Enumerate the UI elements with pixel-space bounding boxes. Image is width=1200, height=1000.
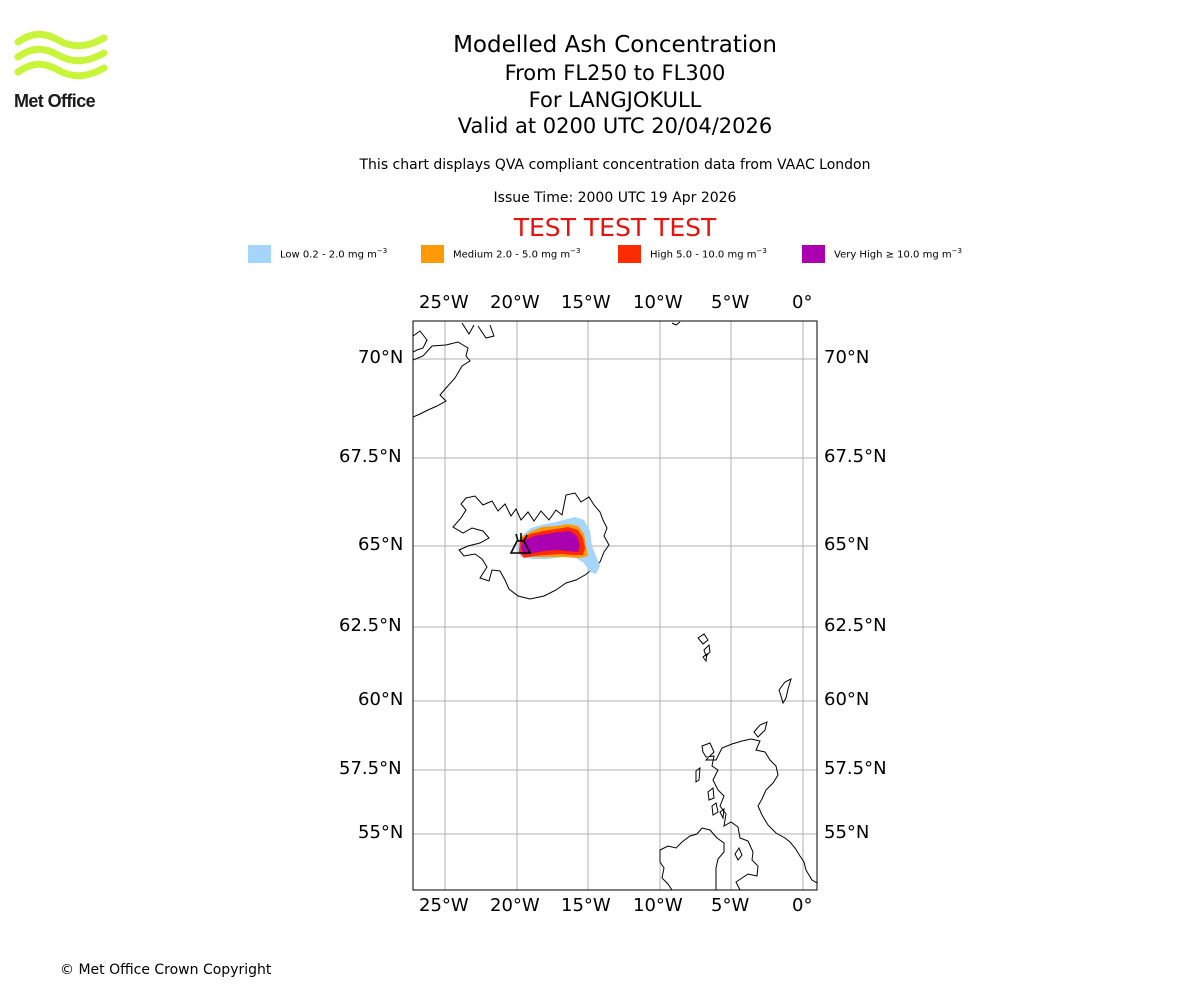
lon-label-bottom: 5°W: [711, 895, 750, 916]
lat-label-right: 67.5°N: [824, 446, 887, 467]
isle-of-man-coastline: [734, 846, 743, 861]
legend-item-low: Low 0.2 - 2.0 mg m−3: [248, 244, 387, 264]
orkney-coastline: [753, 721, 768, 738]
lon-label-top: 0°: [792, 292, 813, 313]
legend-label: High 5.0 - 10.0 mg m−3: [650, 247, 767, 261]
lon-label-bottom: 10°W: [633, 895, 683, 916]
lat-label-left: 60°N: [358, 689, 404, 710]
flight-levels: From FL250 to FL300: [504, 61, 726, 85]
lat-label-left: 67.5°N: [339, 446, 402, 467]
ireland-coastline: [659, 827, 725, 890]
lat-label-right: 57.5°N: [824, 758, 887, 779]
lon-label-top: 15°W: [561, 292, 611, 313]
lon-label-top: 25°W: [419, 292, 469, 313]
legend-swatch: [802, 245, 825, 263]
lat-label-left: 70°N: [358, 347, 404, 368]
map-frame: [412, 320, 818, 891]
logo-text: Met Office: [14, 91, 96, 111]
legend-label: Low 0.2 - 2.0 mg m−3: [280, 247, 388, 261]
legend-item-medium: Medium 2.0 - 5.0 mg m−3: [421, 244, 580, 264]
lon-label-top: 20°W: [490, 292, 540, 313]
lat-label-right: 65°N: [824, 534, 870, 555]
legend-swatch: [421, 245, 444, 263]
lon-label-bottom: 20°W: [490, 895, 540, 916]
lon-label-top: 10°W: [633, 292, 683, 313]
lat-label-left: 65°N: [358, 534, 404, 555]
lon-label-bottom: 25°W: [419, 895, 469, 916]
britain-coastline: [701, 738, 817, 890]
logo-waves-icon: [14, 30, 108, 80]
graticule: [413, 321, 817, 890]
lon-label-bottom: 0°: [792, 895, 813, 916]
valid-time: Valid at 0200 UTC 20/04/2026: [457, 114, 773, 138]
legend-swatch: [618, 245, 641, 263]
lat-label-right: 55°N: [824, 822, 870, 843]
legend-item-high: High 5.0 - 10.0 mg m−3: [618, 244, 767, 264]
legend-label: Very High ≥ 10.0 mg m−3: [834, 247, 962, 261]
test-banner: TEST TEST TEST: [513, 213, 717, 242]
met-office-logo: [14, 30, 108, 80]
legend-label: Medium 2.0 - 5.0 mg m−3: [453, 247, 581, 261]
compliance-note: This chart displays QVA compliant concen…: [359, 157, 871, 173]
lat-label-left: 57.5°N: [339, 758, 402, 779]
shetland-coastline: [778, 678, 792, 705]
legend-swatch: [248, 245, 271, 263]
ash-very-high-region: [521, 531, 580, 555]
greenland-coastline: [413, 321, 681, 418]
chart-title: Modelled Ash Concentration: [453, 32, 777, 58]
legend: Low 0.2 - 2.0 mg m−3 Medium 2.0 - 5.0 mg…: [0, 244, 1200, 264]
lat-label-right: 70°N: [824, 347, 870, 368]
lat-label-right: 62.5°N: [824, 615, 887, 636]
iceland-coastline: [452, 492, 610, 600]
hebrides-coastline: [695, 766, 725, 820]
copyright-notice: © Met Office Crown Copyright: [60, 962, 272, 978]
lon-label-top: 5°W: [711, 292, 750, 313]
legend-item-very-high: Very High ≥ 10.0 mg m−3: [802, 244, 962, 264]
volcano-marker-icon: [509, 533, 532, 554]
lat-label-left: 62.5°N: [339, 615, 402, 636]
lat-label-right: 60°N: [824, 689, 870, 710]
issue-time: Issue Time: 2000 UTC 19 Apr 2026: [493, 190, 737, 206]
faroe-coastline: [697, 633, 711, 663]
lat-label-left: 55°N: [358, 822, 404, 843]
lon-label-bottom: 15°W: [561, 895, 611, 916]
chart-title-block: Modelled Ash Concentration From FL250 to…: [315, 30, 915, 140]
volcano-name: For LANGJOKULL: [528, 87, 702, 112]
